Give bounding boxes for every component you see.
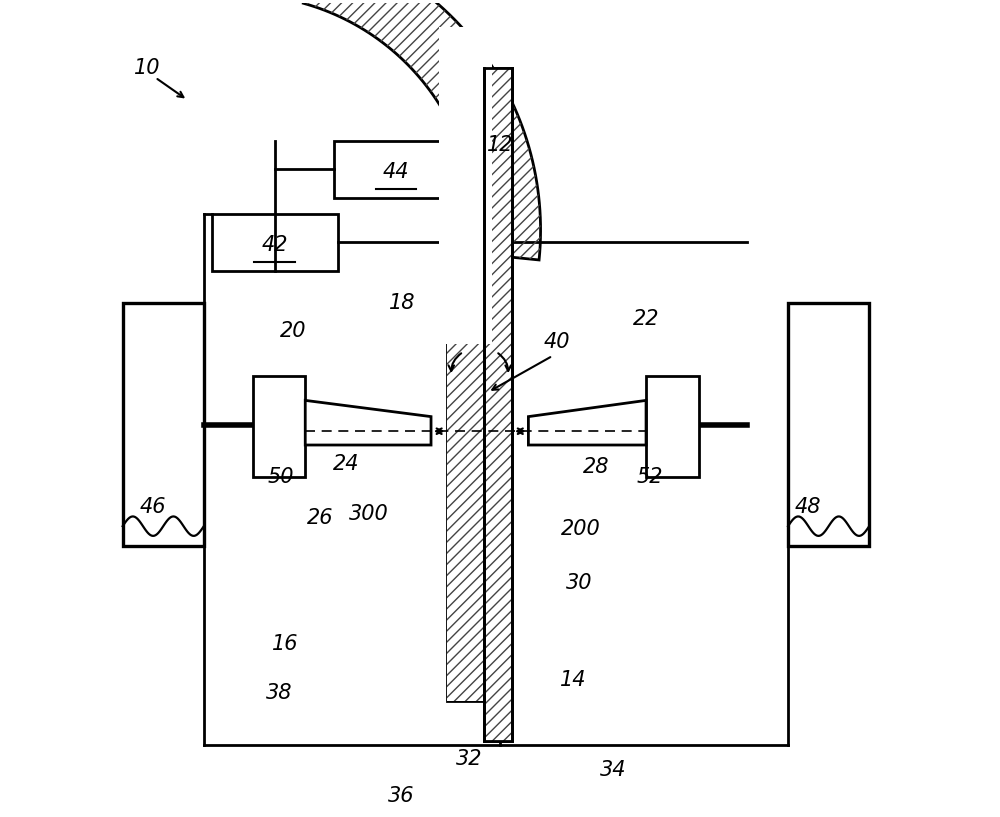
Bar (439, 27, 492, 344)
Bar (253, 376, 305, 477)
Bar (484, 68, 512, 741)
Text: 30: 30 (566, 573, 593, 593)
Bar (646, 376, 699, 477)
Polygon shape (303, 0, 541, 260)
Bar (447, 68, 484, 701)
Bar (334, 141, 459, 198)
Text: 40: 40 (544, 332, 570, 352)
Text: 300: 300 (349, 504, 388, 524)
Text: 50: 50 (268, 467, 294, 488)
Text: 28: 28 (583, 457, 609, 477)
Bar (447, 68, 484, 701)
Text: 14: 14 (560, 670, 586, 690)
Polygon shape (305, 400, 431, 445)
Text: 42: 42 (261, 234, 288, 255)
Bar (484, 68, 512, 741)
Text: 44: 44 (383, 162, 409, 181)
Bar (484, 68, 512, 741)
Text: 32: 32 (456, 749, 482, 769)
Bar (212, 214, 338, 270)
Text: 48: 48 (795, 498, 822, 517)
Bar (788, 303, 869, 547)
Text: 16: 16 (272, 634, 298, 654)
Polygon shape (528, 400, 646, 445)
Text: 18: 18 (389, 293, 416, 313)
Text: 10: 10 (134, 58, 160, 78)
Text: 12: 12 (487, 135, 513, 154)
Text: 26: 26 (307, 508, 333, 528)
Text: 20: 20 (280, 321, 306, 342)
Bar (123, 303, 204, 547)
Text: 34: 34 (600, 760, 627, 779)
Text: 46: 46 (139, 498, 166, 517)
Text: 38: 38 (266, 682, 293, 703)
Text: 52: 52 (637, 467, 663, 488)
Text: 36: 36 (388, 787, 414, 806)
Text: 22: 22 (633, 310, 659, 329)
Text: 24: 24 (333, 453, 359, 474)
Text: 200: 200 (561, 519, 601, 538)
